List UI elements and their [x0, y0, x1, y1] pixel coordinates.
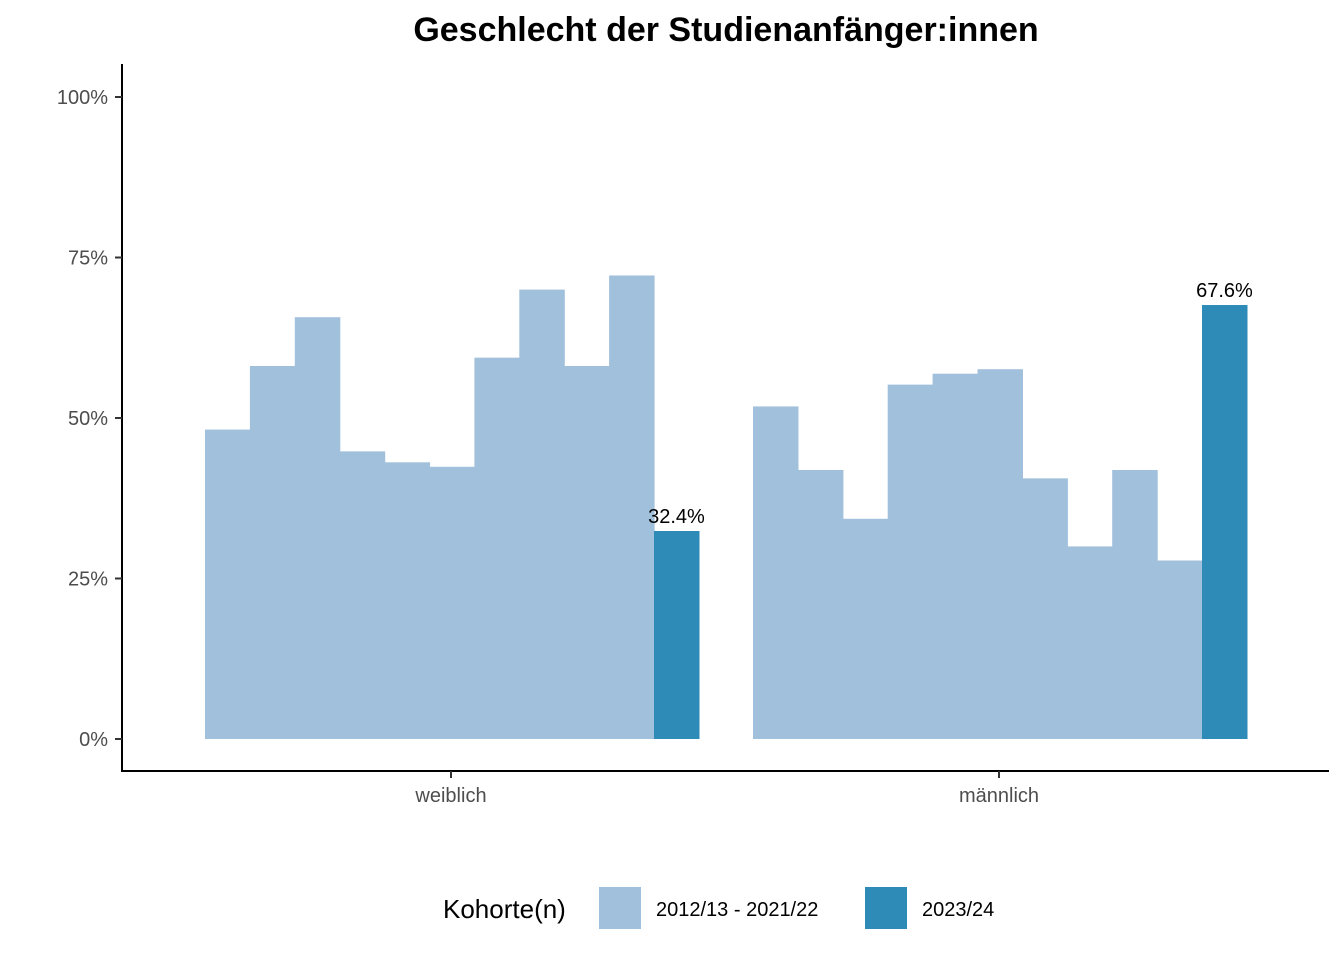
bars-layer — [205, 275, 1248, 739]
chart-title: Geschlecht der Studienanfänger:innen — [413, 11, 1038, 49]
bar-weiblich-series-0-2 — [294, 317, 341, 739]
y-tick-label-4: 100% — [57, 87, 108, 109]
bar-weiblich-series-1-0 — [654, 530, 700, 739]
x-tick-label-0: weiblich — [414, 785, 486, 807]
bar-maennlich-series-0-3 — [887, 384, 934, 739]
legend-label-series-1: 2023/24 — [922, 899, 994, 921]
legend: Kohorte(n) 2012/13 - 2021/22 2023/24 — [443, 887, 994, 929]
legend-swatch-series-0 — [599, 887, 641, 929]
bar-weiblich-series-0-6 — [474, 357, 520, 739]
bar-weiblich-series-0-0 — [205, 429, 251, 739]
y-tick-label-2: 50% — [68, 408, 108, 430]
bar-maennlich-series-0-7 — [1067, 546, 1113, 739]
data-label-maennlich: 67.6% — [1196, 280, 1253, 302]
bar-maennlich-series-0-9 — [1157, 560, 1203, 739]
bar-weiblich-series-0-9 — [609, 275, 655, 739]
bar-weiblich-series-0-7 — [519, 289, 565, 739]
bar-maennlich-series-0-8 — [1112, 470, 1158, 739]
bar-maennlich-series-0-1 — [797, 470, 844, 739]
y-tick-label-0: 0% — [79, 729, 108, 751]
legend-title: Kohorte(n) — [443, 894, 566, 924]
x-axis: weiblich männlich — [121, 770, 1329, 807]
y-tick-label-3: 75% — [68, 248, 108, 270]
x-tick-label-1: männlich — [959, 785, 1039, 807]
y-axis: 0% 25% 50% 75% 100% — [57, 64, 123, 771]
bar-maennlich-series-0-2 — [842, 518, 889, 739]
legend-label-series-0: 2012/13 - 2021/22 — [656, 899, 818, 921]
bar-weiblich-series-0-4 — [384, 462, 431, 739]
bar-weiblich-series-0-8 — [564, 366, 610, 739]
bar-maennlich-series-0-6 — [1022, 478, 1068, 739]
bar-weiblich-series-0-1 — [249, 366, 296, 739]
data-labels-layer: 32.4% 67.6% — [648, 280, 1253, 528]
bar-weiblich-series-0-3 — [339, 451, 386, 739]
bar-maennlich-series-1-0 — [1202, 305, 1248, 739]
legend-swatch-series-1 — [865, 887, 907, 929]
bar-weiblich-series-0-5 — [429, 466, 475, 739]
bar-maennlich-series-0-0 — [753, 406, 799, 739]
y-tick-label-1: 25% — [68, 569, 108, 591]
data-label-weiblich: 32.4% — [648, 506, 705, 528]
bar-maennlich-series-0-5 — [977, 369, 1023, 739]
bar-maennlich-series-0-4 — [932, 373, 979, 739]
